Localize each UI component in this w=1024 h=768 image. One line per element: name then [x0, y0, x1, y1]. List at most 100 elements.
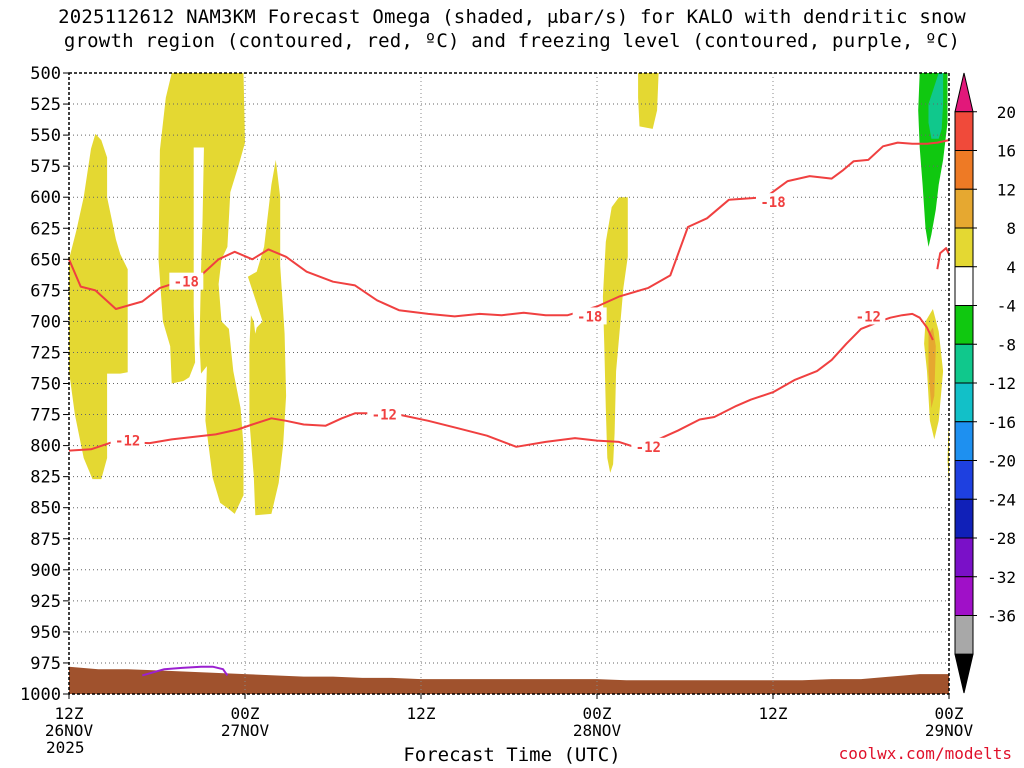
y-tick-label-975: 975	[30, 654, 61, 674]
colorbar-label-3: 8	[1006, 219, 1016, 238]
terrain-area	[69, 666, 949, 694]
colorbar-band-2	[954, 150, 974, 190]
site-credit: coolwx.com/modelts	[838, 744, 1012, 763]
shaded-region-5	[638, 73, 659, 129]
colorbar-band-5	[954, 266, 974, 306]
x-tick-time-12: 00Z	[231, 704, 260, 723]
contour-line-0	[68, 139, 950, 318]
contour-label-bg-2	[756, 193, 790, 211]
y-tick-label-600: 600	[30, 188, 61, 208]
terrain-fill	[69, 666, 949, 694]
chart-title-line2: growth region (contoured, red, ºC) and f…	[63, 30, 961, 52]
colorbar-label-6: -8	[997, 335, 1016, 354]
x-tick-date-60: 29NOV	[925, 721, 974, 740]
contour-label-bg-0	[169, 272, 204, 290]
y-tick-label-550: 550	[30, 126, 61, 146]
contour-line-2	[936, 247, 950, 270]
contour-label-1: -18	[577, 309, 602, 325]
y-tick-label-800: 800	[30, 437, 61, 457]
y-tick-label-675: 675	[30, 281, 61, 301]
colorbar-label-11: -28	[987, 529, 1016, 548]
y-tick-label-725: 725	[30, 343, 61, 363]
colorbar-band-8	[954, 382, 974, 423]
contour-label-2: -18	[760, 195, 785, 211]
colorbar-band-13	[954, 576, 974, 616]
colorbar-label-5: -4	[997, 297, 1016, 316]
colorbar-label-2: 12	[997, 180, 1016, 199]
shaded-region-2	[199, 73, 245, 514]
colorbar-label-7: -12	[987, 374, 1016, 393]
y-tick-label-850: 850	[30, 499, 61, 519]
y-tick-label-950: 950	[30, 623, 61, 643]
y-tick-label-575: 575	[30, 157, 61, 177]
contour-label-bg-4	[367, 405, 402, 423]
colorbar-label-0: 20	[997, 103, 1016, 122]
shaded-region-3	[247, 159, 287, 516]
colorbar-label-12: -32	[987, 568, 1016, 587]
shaded-region-8	[928, 327, 936, 409]
colorbar-label-10: -24	[987, 490, 1016, 509]
shaded-region-0	[69, 133, 128, 480]
colorbar-arrow-top	[954, 72, 974, 113]
contour-label-3: -12	[115, 434, 140, 450]
colorbar-band-12	[954, 537, 974, 578]
x-tick-time-0: 12Z	[55, 704, 84, 723]
colorbar-band-9	[954, 421, 974, 461]
x-tick-time-48: 12Z	[759, 704, 788, 723]
x-tick-date-0: 26NOV	[45, 721, 94, 740]
contour-label-bg-3	[110, 431, 145, 449]
colorbar-label-13: -36	[987, 607, 1016, 626]
shaded-region-10	[928, 73, 944, 139]
x-tick-year: 2025	[46, 738, 85, 757]
y-tick-label-500: 500	[30, 64, 61, 84]
contour-label-bg-1	[572, 307, 607, 325]
y-tick-label-825: 825	[30, 468, 61, 488]
colorbar-band-3	[954, 188, 974, 229]
chart-title-line1: 2025112612 NAM3KM Forecast Omega (shaded…	[58, 6, 966, 28]
contour-label-4: -12	[372, 408, 397, 424]
colorbar-band-1	[954, 111, 974, 151]
x-tick-time-60: 00Z	[935, 704, 964, 723]
x-tick-time-36: 00Z	[583, 704, 612, 723]
colorbar-band-7	[954, 343, 974, 384]
colorbar-band-11	[954, 498, 974, 539]
y-tick-label-775: 775	[30, 406, 61, 426]
colorbar-band-6	[954, 305, 974, 345]
contour-label-0: -18	[174, 275, 199, 291]
y-tick-label-900: 900	[30, 561, 61, 581]
x-tick-date-36: 28NOV	[573, 721, 622, 740]
colorbar-label-8: -16	[987, 413, 1016, 432]
shaded-region-1	[158, 73, 209, 384]
colorbar-label-1: 16	[997, 142, 1016, 161]
contour-label-bg-6	[851, 307, 886, 325]
contour-label-5: -12	[636, 440, 661, 456]
y-tick-label-1000: 1000	[20, 685, 61, 705]
colorbar: 20 16 12 8 4 -4 -8 -12 -16 -20 -24 -28 -32 -36	[954, 72, 1016, 694]
contour-label-bg-5	[631, 437, 666, 455]
y-tick-label-650: 650	[30, 250, 61, 270]
grid-lines	[69, 73, 949, 694]
contour-lines	[68, 139, 950, 677]
contour-label-6: -12	[856, 309, 881, 325]
contour-line-1	[68, 312, 934, 452]
contour-labels: -18 -18 -18 -12 -12 -12 -12	[110, 193, 886, 456]
contour-line-3	[142, 665, 229, 677]
y-tick-label-700: 700	[30, 312, 61, 332]
y-axis-ticks: 500 525 550 575 600 625 650 675 700 725 750 775 800 8…	[20, 64, 69, 705]
colorbar-band-14	[954, 615, 974, 655]
colorbar-label-9: -20	[987, 452, 1016, 471]
y-tick-label-875: 875	[30, 530, 61, 550]
y-tick-label-625: 625	[30, 219, 61, 239]
colorbar-label-4: 4	[1006, 258, 1016, 277]
colorbar-band-4	[954, 227, 974, 268]
omega-shading	[69, 73, 949, 516]
x-tick-date-12: 27NOV	[221, 721, 270, 740]
colorbar-arrow-bottom	[954, 653, 974, 694]
x-tick-time-24: 12Z	[407, 704, 436, 723]
y-tick-label-750: 750	[30, 375, 61, 395]
colorbar-band-10	[954, 460, 974, 500]
y-tick-label-925: 925	[30, 592, 61, 612]
x-axis-title: Forecast Time (UTC)	[403, 744, 621, 766]
